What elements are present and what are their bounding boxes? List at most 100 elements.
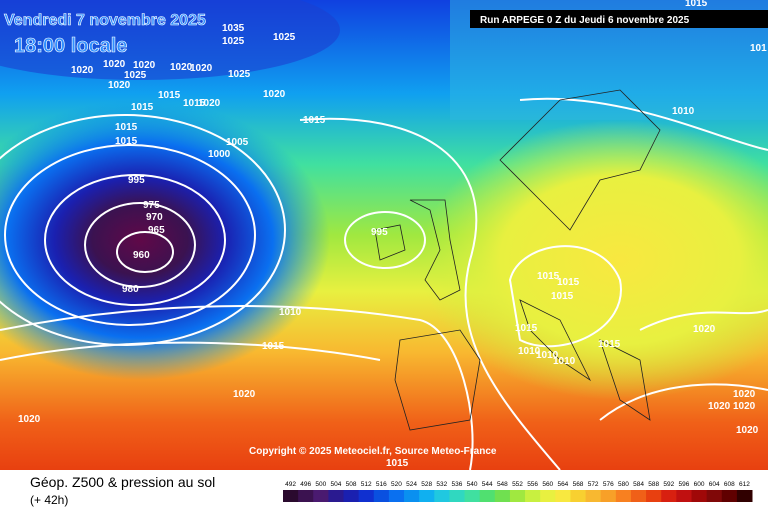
colorbar-cell xyxy=(298,490,314,502)
colorbar-cell xyxy=(555,490,571,502)
isobar-label: 1025 xyxy=(124,70,147,81)
colorbar-label: 512 xyxy=(361,481,372,488)
colorbar-label: 560 xyxy=(542,481,553,488)
colorbar-label: 584 xyxy=(633,481,644,488)
colorbar-cell xyxy=(615,490,632,502)
colorbar-cell xyxy=(585,490,602,502)
isobar-label: 1015 xyxy=(557,277,580,288)
colorbar-cell xyxy=(419,490,435,502)
colorbar-cell xyxy=(540,490,556,502)
isobar-label: 1015 xyxy=(386,458,409,469)
isobar-label: 1020 xyxy=(18,414,41,425)
colorbar-label: 516 xyxy=(376,481,387,488)
isobar-label: 1015 xyxy=(183,98,206,109)
colorbar-cell xyxy=(494,490,511,502)
colorbar-cell xyxy=(358,490,375,502)
colorbar-cell xyxy=(706,490,723,502)
isobar-label: 1015 xyxy=(303,115,326,126)
colorbar-label: 504 xyxy=(331,481,342,488)
colorbar-label: 608 xyxy=(724,481,735,488)
colorbar-label: 532 xyxy=(436,481,447,488)
isobar-label: 1020 xyxy=(71,65,94,76)
colorbar-cell xyxy=(404,490,420,502)
isobar-label: 1020 xyxy=(693,324,716,335)
colorbar-label: 496 xyxy=(300,481,311,488)
isobar-label: 1010 xyxy=(536,350,559,361)
footer-lead: (+ 42h) xyxy=(30,493,68,507)
isobar-label: 1020 xyxy=(198,98,221,109)
isobar-label: 1015 xyxy=(537,271,560,282)
colorbar-cell xyxy=(313,490,329,502)
isobar-label: 975 xyxy=(143,200,160,211)
isobar-label: 1015 xyxy=(685,0,708,9)
ridge xyxy=(420,120,768,400)
colorbar-cell xyxy=(328,490,345,502)
colorbar-cell xyxy=(388,490,405,502)
colorbar-label: 524 xyxy=(406,481,417,488)
north-low xyxy=(0,0,340,80)
isobar-label: 1020 xyxy=(108,80,131,91)
colorbar: 492 496 500 504 508 512 516 520 524 528 532 536 540 5… xyxy=(283,481,753,502)
colorbar-cell xyxy=(721,490,738,502)
isobar-label: 960 xyxy=(133,250,150,261)
colorbar-label: 572 xyxy=(588,481,599,488)
isobar-label: 980 xyxy=(122,284,139,295)
colorbar-label: 508 xyxy=(346,481,357,488)
isobar-label: 1020 xyxy=(736,425,759,436)
isobar-label: 1015 xyxy=(515,323,538,334)
isobar-label: 1020 xyxy=(190,63,213,74)
colorbar-label: 580 xyxy=(618,481,629,488)
isobar-label: 995 xyxy=(371,227,388,238)
colorbar-cell xyxy=(570,490,587,502)
isobar-label: 1005 xyxy=(226,137,249,148)
colorbar-label: 596 xyxy=(678,481,689,488)
colorbar-label: 568 xyxy=(573,481,584,488)
isobar-label: 1000 xyxy=(208,149,231,160)
isobar-label: 1010 xyxy=(279,307,302,318)
colorbar-label: 548 xyxy=(497,481,508,488)
colorbar-label: 544 xyxy=(482,481,493,488)
isobar-label: 1015 xyxy=(551,291,574,302)
forecast-time: 18:00 locale xyxy=(14,35,127,57)
colorbar-label: 600 xyxy=(694,481,705,488)
colorbar-label: 552 xyxy=(512,481,523,488)
low-pressure xyxy=(0,100,330,380)
colorbar-cell xyxy=(646,490,662,502)
colorbar-label: 588 xyxy=(648,481,659,488)
colorbar-cell xyxy=(661,490,677,502)
footer-title: Géop. Z500 & pression au sol xyxy=(30,474,215,490)
isobar-label: 1020 xyxy=(133,60,156,71)
colorbar-cell xyxy=(343,490,360,502)
colorbar-label: 520 xyxy=(391,481,402,488)
colorbar-cell xyxy=(691,490,708,502)
isobar-label: 1020 xyxy=(733,401,756,412)
isobar-label: 1025 xyxy=(228,69,251,80)
colorbar-label: 576 xyxy=(603,481,614,488)
colorbar-cell xyxy=(676,490,692,502)
colorbar-cell xyxy=(449,490,466,502)
isobar-label: 1010 xyxy=(672,106,695,117)
isobar-label: 1015 xyxy=(158,90,181,101)
forecast-date: Vendredi 7 novembre 2025 xyxy=(4,12,206,29)
isobar-label: 1025 xyxy=(273,32,296,43)
colorbar-cell xyxy=(600,490,617,502)
colorbar-label: 492 xyxy=(285,481,296,488)
isobar-label: 1020 xyxy=(733,389,756,400)
isobar-label: 1020 xyxy=(708,401,731,412)
colorbar-label: 556 xyxy=(527,481,538,488)
isobar-label: 1015 xyxy=(115,136,138,147)
colorbar-cell xyxy=(434,490,450,502)
isobar-label: 1015 xyxy=(598,339,621,350)
colorbar-label: 592 xyxy=(663,481,674,488)
copyright: Copyright © 2025 Meteociel.fr, Source Me… xyxy=(249,446,497,457)
colorbar-cell xyxy=(479,490,496,502)
isobar-label: 1035 xyxy=(222,23,245,34)
isobar-label: 970 xyxy=(146,212,163,223)
isobar-label: 1020 xyxy=(170,62,193,73)
colorbar-label: 528 xyxy=(421,481,432,488)
colorbar-label: 500 xyxy=(315,481,326,488)
isobar-label: 1015 xyxy=(115,122,138,133)
colorbar-cell xyxy=(464,490,481,502)
